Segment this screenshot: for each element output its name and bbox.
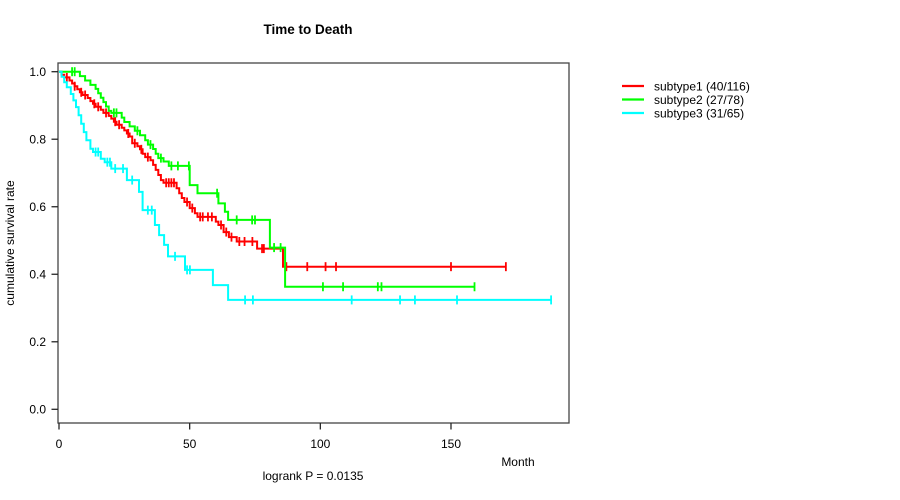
y-tick-label: 0.2 — [29, 335, 46, 349]
x-tick-label: 100 — [310, 437, 330, 451]
y-tick-label: 0.4 — [29, 267, 46, 281]
x-tick-label: 50 — [183, 437, 197, 451]
x-tick-label: 150 — [441, 437, 461, 451]
chart-title: Time to Death — [263, 22, 352, 37]
legend-label-subtype1: subtype1 (40/116) — [654, 79, 750, 93]
y-axis-label: cumulative survival rate — [3, 180, 17, 306]
x-axis-label: Month — [501, 455, 534, 469]
legend: subtype1 (40/116)subtype2 (27/78)subtype… — [622, 79, 750, 120]
legend-label-subtype3: subtype3 (31/65) — [654, 106, 744, 120]
y-tick-label: 0.8 — [29, 132, 46, 146]
km-curve-subtype2 — [59, 70, 475, 288]
y-tick-label: 0.0 — [29, 403, 46, 417]
km-curve-subtype1 — [59, 70, 506, 268]
chart-layer: 0.0 0.2 0.4 0.6 0.8 1.0 0 50 100 150 — [29, 62, 570, 451]
legend-label-subtype2: subtype2 (27/78) — [654, 93, 744, 107]
plot-box — [57, 62, 570, 424]
y-tick-label: 0.6 — [29, 200, 46, 214]
logrank-caption: logrank P = 0.0135 — [263, 469, 364, 483]
x-tick-label: 0 — [56, 437, 63, 451]
km-curve-subtype3 — [59, 70, 552, 301]
y-tick-label: 1.0 — [29, 65, 46, 79]
